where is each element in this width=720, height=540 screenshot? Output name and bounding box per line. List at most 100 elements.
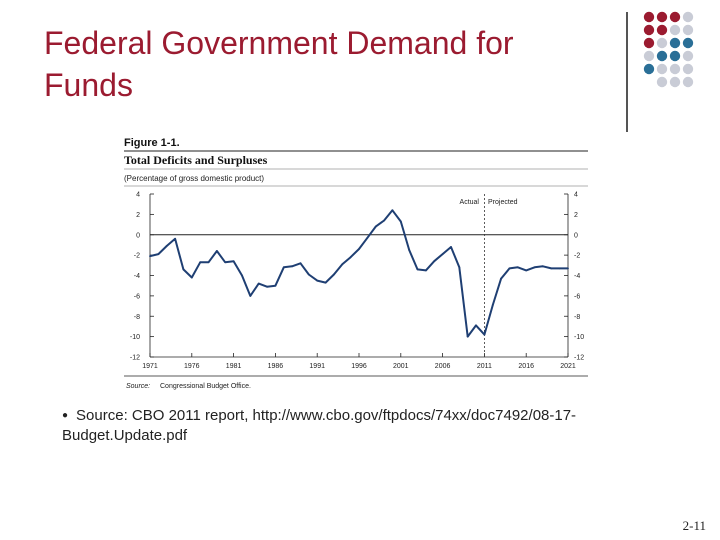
y-tick-label-right: -10 [574, 334, 584, 341]
decorative-dot [682, 63, 694, 75]
y-tick-label-right: 0 [574, 232, 578, 239]
data-point [383, 219, 385, 222]
chart-title: Total Deficits and Surpluses [124, 153, 268, 167]
annotation-projected: Projected [488, 199, 518, 206]
y-tick-label-right: -6 [574, 293, 580, 300]
decorative-dot [669, 11, 681, 23]
data-point [266, 285, 268, 288]
data-point [475, 324, 477, 327]
data-point [316, 279, 319, 282]
data-point [224, 261, 227, 264]
decorative-dot [682, 24, 694, 36]
y-tick-label-right: -2 [574, 253, 580, 260]
data-point [149, 255, 151, 258]
decorative-dot [682, 37, 694, 49]
y-tick-label-right: -12 [574, 355, 584, 362]
source-note: ● Source: CBO 2011 report, http://www.cbo… [62, 406, 682, 446]
chart-figure: Figure 1-1. Total Deficits and Surpluses… [124, 137, 588, 390]
data-point [232, 260, 235, 263]
data-point [558, 267, 561, 270]
data-point [500, 277, 503, 280]
data-point [399, 220, 402, 223]
y-tick-label-left: -8 [134, 314, 140, 321]
y-tick-label-left: 4 [136, 192, 140, 199]
x-tick-label: 2001 [393, 363, 409, 370]
data-point [165, 245, 168, 247]
decorative-dot [656, 37, 668, 49]
data-point [542, 265, 544, 268]
y-tick-label-left: -6 [134, 293, 140, 300]
annotation-actual: Actual [460, 199, 480, 206]
decorative-dot [669, 24, 681, 36]
data-point [391, 209, 394, 212]
data-point [516, 266, 519, 269]
data-point [450, 246, 452, 248]
x-tick-label: 1976 [184, 363, 200, 370]
data-point [282, 266, 285, 269]
data-point [333, 273, 335, 276]
data-point [533, 266, 536, 269]
data-point [274, 284, 277, 287]
data-point [408, 249, 411, 251]
decorative-dot [682, 50, 694, 62]
x-tick-label: 1981 [226, 363, 242, 370]
chart-source-label: Source: [126, 383, 150, 390]
data-point [433, 260, 436, 263]
decorative-dot [643, 37, 655, 49]
bullet-icon: ● [62, 410, 69, 422]
x-tick-label: 2011 [477, 363, 492, 370]
data-point [299, 262, 302, 265]
y-tick-label-right: 2 [574, 212, 578, 219]
y-tick-label-left: -12 [130, 355, 140, 362]
data-point [424, 269, 427, 272]
series-line-deficit [149, 209, 568, 338]
chart-source-value: Congressional Budget Office. [160, 383, 251, 390]
data-point [207, 261, 210, 264]
data-point [458, 266, 461, 269]
data-point [241, 274, 243, 277]
y-tick-label-left: 0 [136, 232, 140, 239]
data-point [441, 253, 444, 256]
y-tick-label-right: -4 [574, 273, 580, 280]
decorative-dot [643, 63, 655, 75]
decorative-dot [669, 63, 681, 75]
y-tick-label-left: -4 [134, 273, 140, 280]
data-point [525, 269, 528, 272]
decorative-dot [682, 11, 694, 23]
decorative-dot [656, 50, 668, 62]
data-point [508, 267, 511, 270]
decorative-dot [643, 50, 655, 62]
data-point [550, 267, 553, 270]
decorative-dot [656, 63, 668, 75]
y-tick-label-left: -2 [134, 253, 140, 260]
data-point [199, 261, 202, 264]
data-point [416, 268, 419, 271]
data-point [190, 276, 193, 279]
data-point [174, 237, 176, 240]
decorative-dot [656, 11, 668, 23]
y-tick-label-right: -8 [574, 314, 580, 321]
decorative-dot [669, 37, 681, 49]
x-tick-label: 1996 [351, 363, 367, 370]
data-point [358, 248, 360, 250]
data-point [291, 265, 294, 268]
data-point [249, 294, 252, 297]
decorative-dot [682, 76, 694, 88]
slide-number: 2-11 [682, 518, 706, 533]
decorative-dot [669, 50, 681, 62]
data-point [567, 267, 569, 270]
data-point [483, 333, 486, 336]
data-point [157, 253, 160, 256]
data-point [349, 256, 352, 259]
data-point [257, 282, 260, 285]
data-point [341, 263, 344, 266]
x-tick-label: 1986 [268, 363, 284, 370]
x-tick-label: 2021 [560, 363, 576, 370]
decorative-dot [643, 24, 655, 36]
data-point [182, 268, 185, 271]
y-tick-label-left: -10 [130, 334, 140, 341]
data-point [324, 281, 327, 284]
data-point [374, 225, 377, 228]
figure-label: Figure 1-1. [124, 137, 180, 149]
